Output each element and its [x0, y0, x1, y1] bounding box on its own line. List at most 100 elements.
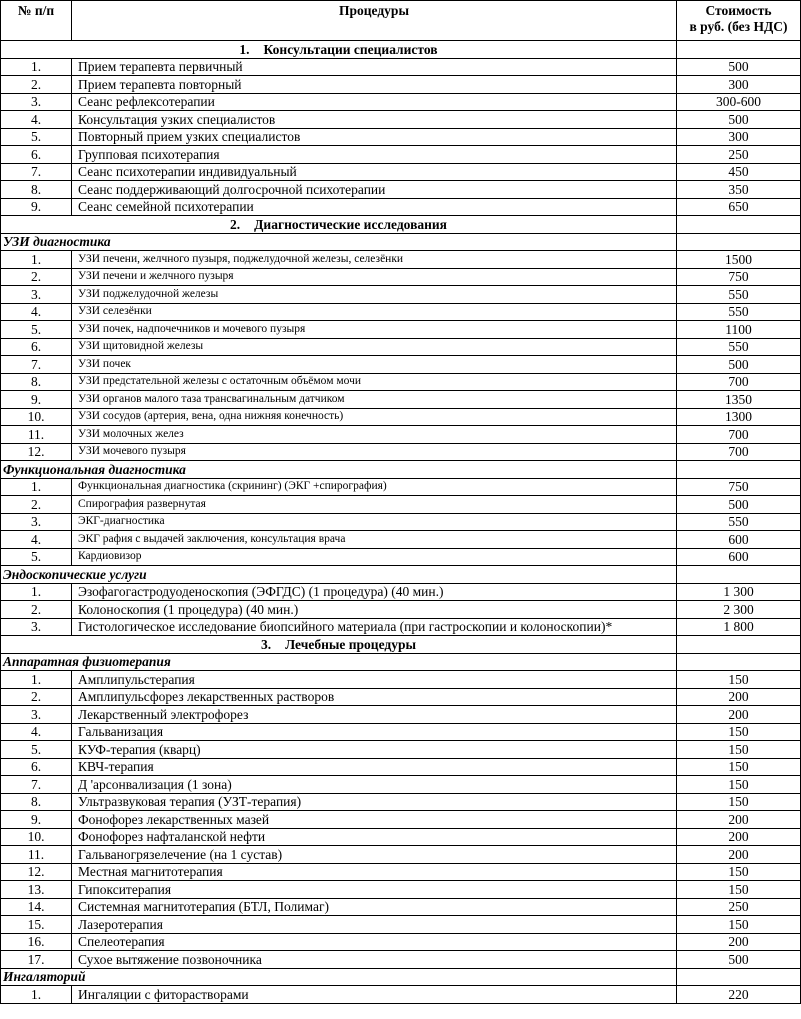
item-price: 150 [676, 670, 801, 689]
item-name: УЗИ сосудов (артерия, вена, одна нижняя … [71, 407, 677, 426]
item-number: 1. [0, 57, 72, 76]
item-row: 12. Местная магнитотерапия 150 [0, 862, 801, 881]
empty-cell [676, 232, 801, 251]
item-row: 6. УЗИ щитовидной железы 550 [0, 337, 801, 356]
item-row: 5. Кардиовизор 600 [0, 547, 801, 566]
item-name: Кардиовизор [71, 547, 677, 566]
item-number: 2. [0, 600, 72, 619]
item-name: Сеанс психотерапии индивидуальный [71, 162, 677, 181]
item-number: 4. [0, 722, 72, 741]
item-price: 200 [676, 932, 801, 951]
item-row: 4. ЭКГ рафия с выдачей заключения, консул… [0, 530, 801, 549]
item-name: КУФ-терапия (кварц) [71, 740, 677, 759]
header-row: № п/п Процедуры Стоимость в руб. (без НДС… [0, 0, 801, 41]
item-row: 3. Сеанс рефлексотерапии 300-600 [0, 92, 801, 111]
item-price: 300 [676, 127, 801, 146]
item-name: Гипокситерапия [71, 880, 677, 899]
item-row: 10. Фонофорез нафталанской нефти 200 [0, 827, 801, 846]
item-row: 9. УЗИ органов малого таза трансвагинальн… [0, 390, 801, 409]
item-price: 500 [676, 495, 801, 514]
item-name: Сеанс рефлексотерапии [71, 92, 677, 111]
empty-cell [676, 215, 801, 234]
item-name: Повторный прием узких специалистов [71, 127, 677, 146]
item-price: 750 [676, 477, 801, 496]
item-row: 12. УЗИ мочевого пузыря 700 [0, 442, 801, 461]
item-price: 220 [676, 985, 801, 1004]
item-price: 150 [676, 722, 801, 741]
item-name: УЗИ селезёнки [71, 302, 677, 321]
item-row: 14. Системная магнитотерапия (БТЛ, Полима… [0, 897, 801, 916]
section-row: 1. Консультации специалистов [0, 40, 801, 59]
item-row: 5. Повторный прием узких специалистов 300 [0, 127, 801, 146]
item-number: 5. [0, 740, 72, 759]
item-name: УЗИ предстательной железы с остаточным о… [71, 372, 677, 391]
item-price: 500 [676, 57, 801, 76]
item-number: 8. [0, 792, 72, 811]
item-name: Амплипульстерапия [71, 670, 677, 689]
item-number: 3. [0, 285, 72, 304]
item-number: 15. [0, 915, 72, 934]
item-name: УЗИ печени, желчного пузыря, поджелудочн… [71, 250, 677, 269]
item-number: 2. [0, 75, 72, 94]
item-name: Гальваногрязелечение (на 1 сустав) [71, 845, 677, 864]
section-title: Лечебные процедуры [285, 636, 417, 652]
item-name: Колоноскопия (1 процедура) (40 мин.) [71, 600, 677, 619]
header-price-line: в руб. (без НДС) [689, 19, 788, 34]
item-name: Функциональная диагностика (скрининг) (Э… [71, 477, 677, 496]
section-row: 3. Лечебные процедуры [0, 635, 801, 654]
item-number: 12. [0, 862, 72, 881]
item-row: 7. Сеанс психотерапии индивидуальный 450 [0, 162, 801, 181]
item-row: 13. Гипокситерапия 150 [0, 880, 801, 899]
item-price: 200 [676, 810, 801, 829]
section-row: 2. Диагностические исследования [0, 215, 801, 234]
item-price: 450 [676, 162, 801, 181]
group-title: Эндоскопические услуги [0, 565, 677, 584]
item-row: 2. Амплипульсфорез лекарственных растворо… [0, 687, 801, 706]
item-number: 3. [0, 617, 72, 636]
item-row: 7. УЗИ почек 500 [0, 355, 801, 374]
item-row: 1. Эзофагогастродуоденоскопия (ЭФГДС) (1 … [0, 582, 801, 601]
item-price: 550 [676, 285, 801, 304]
item-row: 7. Д 'арсонвализация (1 зона) 150 [0, 775, 801, 794]
item-name: ЭКГ-диагностика [71, 512, 677, 531]
item-number: 4. [0, 110, 72, 129]
item-price: 550 [676, 302, 801, 321]
item-row: 2. Спирография развернутая 500 [0, 495, 801, 514]
item-number: 9. [0, 197, 72, 216]
item-price: 200 [676, 705, 801, 724]
section-title: Диагностические исследования [254, 216, 447, 232]
item-number: 5. [0, 320, 72, 339]
item-price: 300 [676, 75, 801, 94]
item-number: 11. [0, 425, 72, 444]
item-name: УЗИ почек, надпочечников и мочевого пузы… [71, 320, 677, 339]
item-price: 200 [676, 827, 801, 846]
item-number: 8. [0, 180, 72, 199]
item-price: 500 [676, 950, 801, 969]
item-number: 4. [0, 302, 72, 321]
item-number: 4. [0, 530, 72, 549]
item-row: 1. УЗИ печени, желчного пузыря, поджелудо… [0, 250, 801, 269]
item-row: 5. КУФ-терапия (кварц) 150 [0, 740, 801, 759]
item-price: 700 [676, 442, 801, 461]
item-number: 17. [0, 950, 72, 969]
item-price: 1300 [676, 407, 801, 426]
item-row: 9. Фонофорез лекарственных мазей 200 [0, 810, 801, 829]
item-name: Гальванизация [71, 722, 677, 741]
item-row: 3. Лекарственный электрофорез 200 [0, 705, 801, 724]
item-price: 1500 [676, 250, 801, 269]
item-name: ЭКГ рафия с выдачей заключения, консульт… [71, 530, 677, 549]
item-price: 300-600 [676, 92, 801, 111]
group-title: УЗИ диагностика [0, 232, 677, 251]
item-price: 500 [676, 355, 801, 374]
section-number: 2. [230, 216, 241, 232]
item-name: Лазеротерапия [71, 915, 677, 934]
item-price: 500 [676, 110, 801, 129]
item-number: 14. [0, 897, 72, 916]
group-title: Аппаратная физиотерапия [0, 652, 677, 671]
item-number: 10. [0, 407, 72, 426]
item-number: 7. [0, 355, 72, 374]
item-row: 8. Ультразвуковая терапия (УЗТ-терапия) 15… [0, 792, 801, 811]
header-number: № п/п [0, 0, 72, 41]
group-row: УЗИ диагностика [0, 232, 801, 251]
empty-cell [676, 967, 801, 986]
